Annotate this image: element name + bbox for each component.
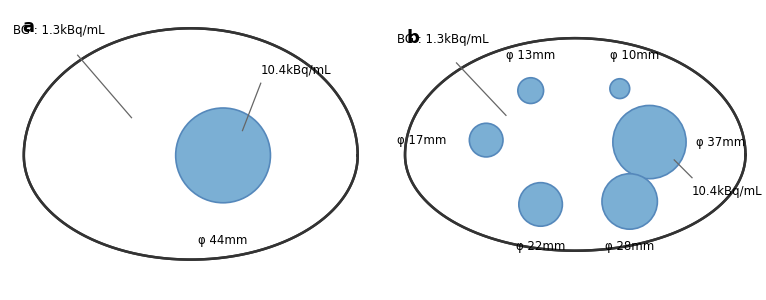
Circle shape	[470, 123, 503, 157]
Text: a: a	[22, 18, 34, 36]
Text: φ 44mm: φ 44mm	[198, 234, 247, 247]
Text: φ 37mm: φ 37mm	[696, 136, 745, 148]
Text: b: b	[407, 29, 420, 47]
Text: φ 28mm: φ 28mm	[605, 241, 654, 254]
Text: 10.4kBq/mL: 10.4kBq/mL	[692, 184, 763, 198]
Text: 10.4kBq/mL: 10.4kBq/mL	[260, 64, 332, 77]
Circle shape	[519, 183, 562, 226]
Circle shape	[610, 79, 630, 98]
Polygon shape	[405, 38, 745, 251]
Circle shape	[518, 78, 544, 104]
Text: BG : 1.3kBq/mL: BG : 1.3kBq/mL	[13, 24, 105, 37]
Circle shape	[613, 106, 686, 179]
Text: BG : 1.3kBq/mL: BG : 1.3kBq/mL	[397, 33, 489, 46]
Polygon shape	[24, 28, 358, 260]
Text: φ 10mm: φ 10mm	[610, 50, 660, 62]
Text: φ 13mm: φ 13mm	[506, 50, 555, 62]
Text: φ 22mm: φ 22mm	[516, 241, 565, 254]
Circle shape	[602, 174, 657, 229]
Text: φ 17mm: φ 17mm	[398, 134, 447, 147]
Circle shape	[175, 108, 270, 203]
